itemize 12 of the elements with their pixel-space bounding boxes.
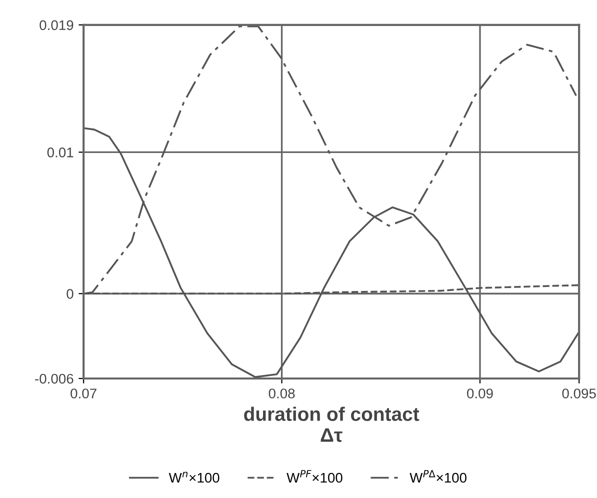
legend-label: W$^{PΔ}$×100 [410, 470, 466, 483]
x-tick-label: 0.08 [268, 388, 295, 398]
y-tick-label: 0.019 [40, 20, 74, 30]
x-tick-label: 0.07 [70, 388, 96, 398]
x-tick-label: 0.09 [467, 388, 493, 398]
y-tick-label: -0.006 [35, 374, 74, 384]
x-tick-label: 0.095 [562, 388, 596, 398]
x-axis-title: duration of contact Δτ [244, 406, 420, 442]
legend-label: W$^{n}$×100 [168, 472, 220, 483]
y-tick-label: 0 [66, 288, 74, 299]
legend-label: W$^{PF}$×100 [286, 470, 342, 483]
y-tick-label: 0.01 [47, 148, 74, 158]
